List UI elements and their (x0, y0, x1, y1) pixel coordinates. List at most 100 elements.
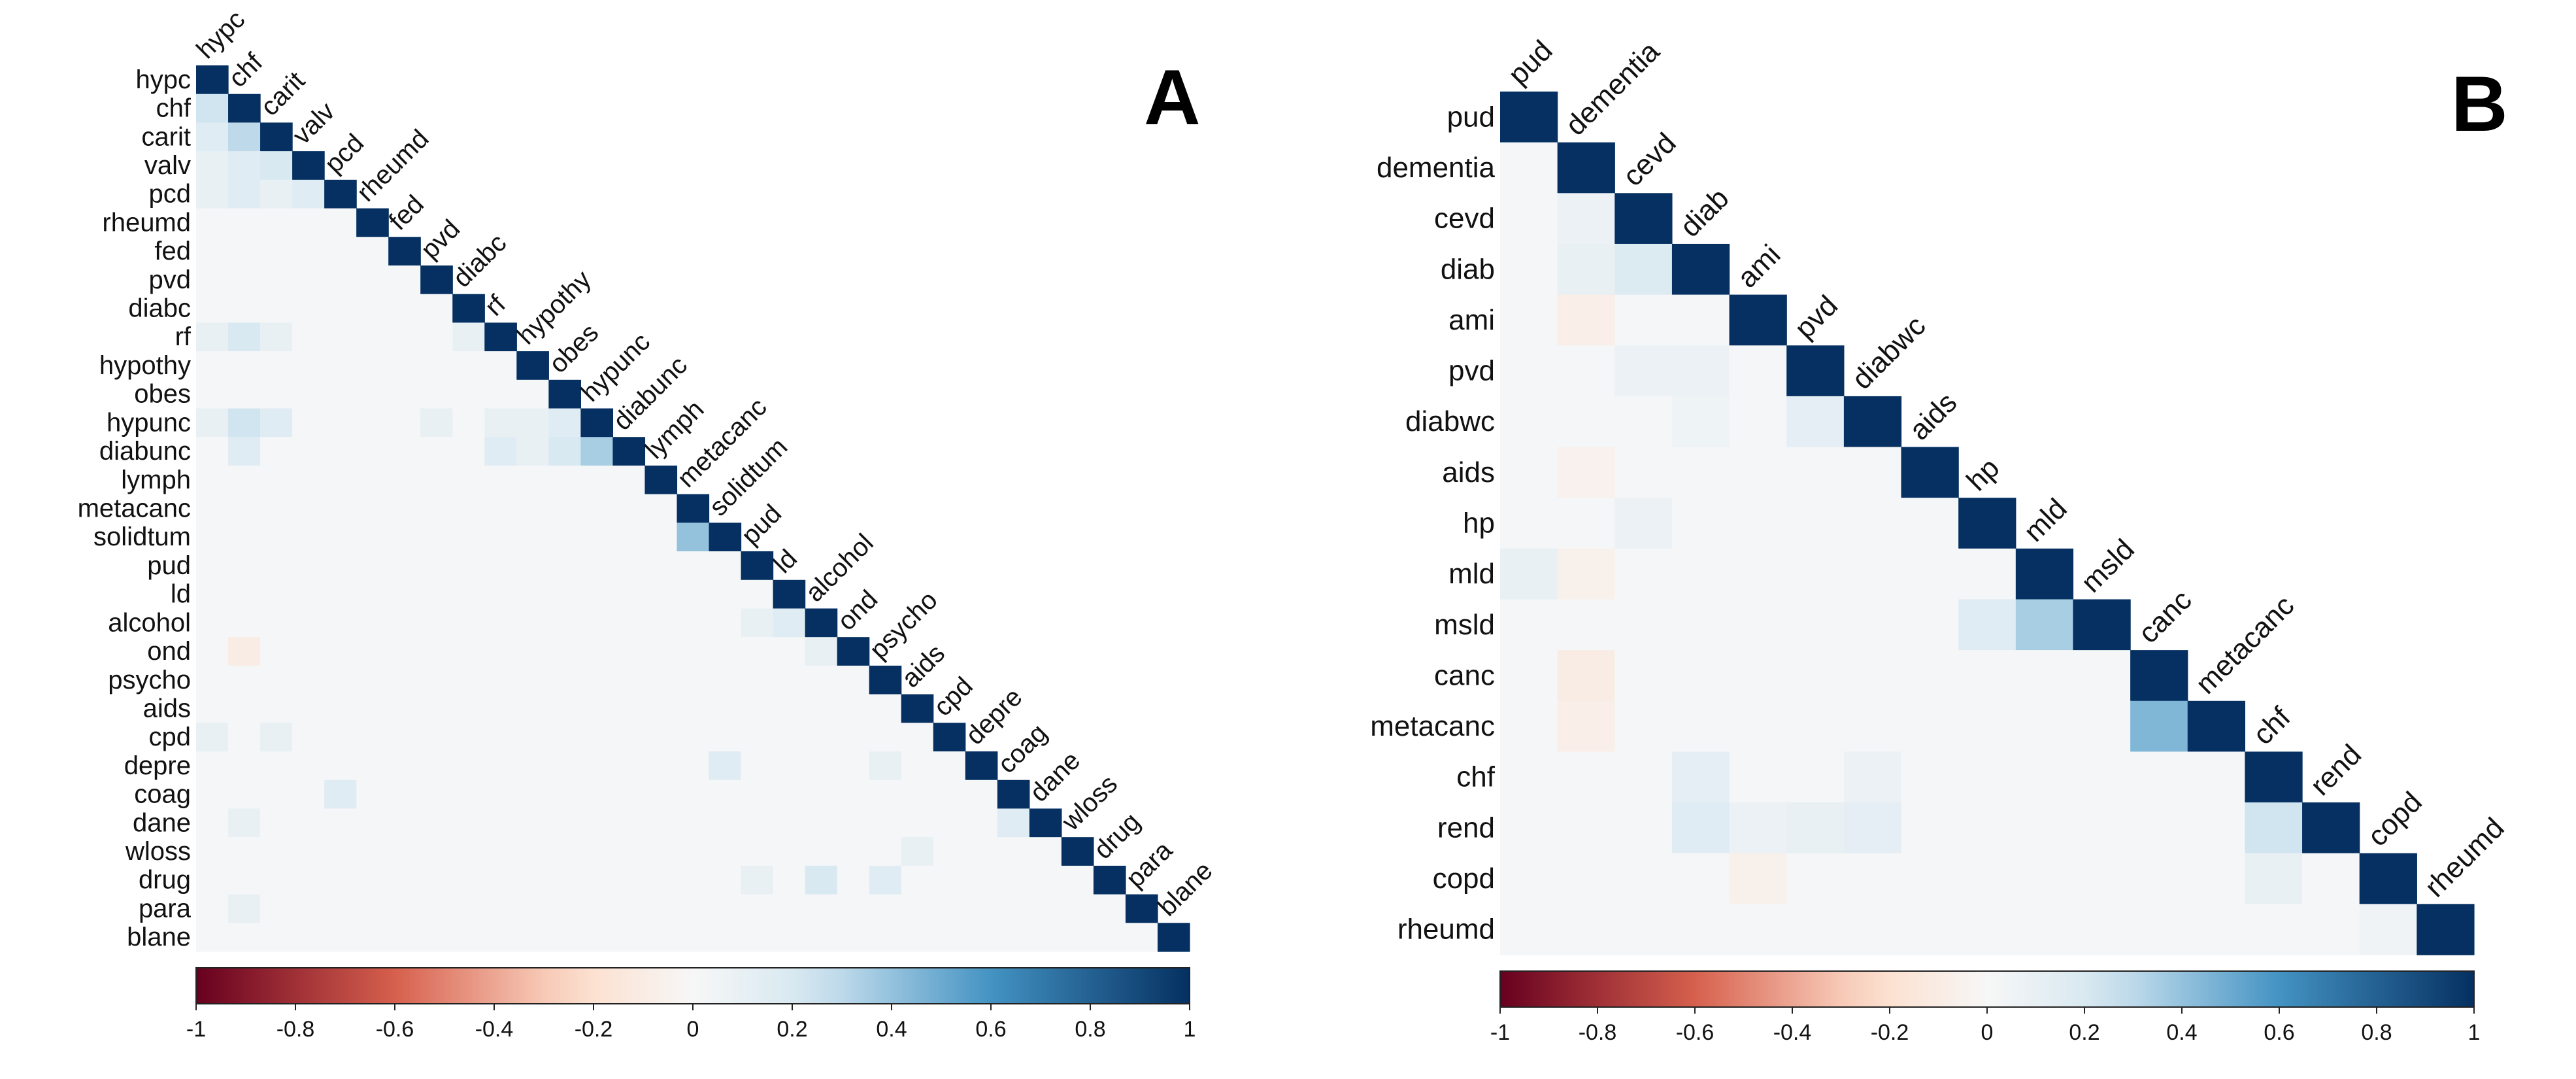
heatmap-cell (292, 694, 325, 723)
column-label: pvd (1788, 289, 1844, 345)
heatmap-cell (2187, 853, 2246, 904)
row-label: carit (141, 122, 191, 151)
row-label: alcohol (108, 608, 191, 637)
heatmap-cell (388, 294, 421, 323)
heatmap-cell (228, 808, 261, 838)
heatmap-cell (420, 837, 453, 866)
heatmap-cell (196, 379, 229, 409)
heatmap-cell (901, 865, 934, 895)
heatmap-cell (1786, 802, 1845, 854)
heatmap-cell (1614, 599, 1673, 651)
heatmap-cell (228, 465, 261, 495)
diagonal-cell (2417, 904, 2475, 955)
heatmap-cell (420, 351, 453, 381)
heatmap-cell (1671, 294, 1730, 346)
heatmap-cell (1843, 751, 1902, 803)
row-label: pvd (149, 265, 192, 294)
heatmap-cell (1843, 802, 1902, 854)
colorbar-tick-label: 0.4 (876, 1017, 907, 1042)
heatmap-cell (1500, 345, 1558, 397)
heatmap-cell (741, 808, 774, 838)
row-label: lymph (121, 466, 191, 494)
heatmap-cell (356, 779, 389, 810)
heatmap-cell (580, 437, 614, 466)
heatmap-cell (2245, 802, 2303, 854)
diagonal-cell (2359, 853, 2417, 904)
heatmap-cell (196, 122, 229, 152)
colorbar-tick-label: 1 (2468, 1020, 2481, 1045)
heatmap-cell (580, 494, 614, 523)
heatmap-cell (420, 494, 453, 523)
heatmap-cell (644, 637, 678, 666)
heatmap-cell (2015, 853, 2074, 904)
heatmap-cell (709, 608, 742, 638)
heatmap-cell (228, 665, 261, 695)
heatmap-cell (516, 408, 549, 437)
row-label: chf (1456, 761, 1495, 793)
heatmap-cell (965, 837, 998, 866)
heatmap-cell (1729, 853, 1787, 904)
row-label: aids (143, 694, 191, 723)
heatmap-cell (1901, 700, 1959, 753)
heatmap-cell (1786, 599, 1845, 651)
heatmap-cell (1557, 396, 1615, 448)
heatmap-cell (1843, 548, 1902, 600)
heatmap-cell (709, 579, 742, 609)
heatmap-cell (1557, 751, 1615, 803)
heatmap-cell (452, 322, 485, 352)
row-label: blane (127, 923, 191, 951)
heatmap-cell (548, 608, 581, 638)
row-label: aids (1442, 456, 1495, 488)
heatmap-cell (484, 694, 517, 723)
heatmap-cell (709, 665, 742, 695)
heatmap-cell (196, 808, 229, 838)
heatmap-cell (869, 751, 902, 781)
heatmap-cell (805, 694, 838, 723)
diagonal-cell (548, 379, 581, 409)
diagonal-cell (677, 494, 710, 523)
heatmap-cell (292, 237, 325, 266)
heatmap-cell (260, 379, 293, 409)
heatmap-cell (644, 894, 678, 923)
heatmap-cell (869, 723, 902, 752)
row-label: metacanc (78, 494, 191, 523)
heatmap-cell (324, 322, 357, 352)
heatmap-cell (228, 551, 261, 581)
heatmap-cell (677, 865, 710, 895)
heatmap-cell (452, 865, 485, 895)
heatmap-cell (709, 551, 742, 581)
diagonal-cell (292, 151, 325, 180)
diagonal-cell (580, 408, 614, 437)
heatmap-cell (228, 237, 261, 266)
heatmap-cell (1786, 650, 1845, 702)
heatmap-cell (356, 551, 389, 581)
row-label: msld (1434, 609, 1495, 641)
heatmap-cell (292, 894, 325, 923)
heatmap-cell (1500, 904, 1558, 955)
heatmap-cell (965, 865, 998, 895)
heatmap-cell (388, 551, 421, 581)
heatmap-cell (260, 894, 293, 923)
heatmap-cell (484, 465, 517, 495)
heatmap-cell (228, 351, 261, 381)
heatmap-cell (324, 694, 357, 723)
heatmap-cell (260, 437, 293, 466)
row-label: copd (1433, 863, 1495, 895)
heatmap-cell (196, 751, 229, 781)
heatmap-cell (677, 723, 710, 752)
row-label: hypc (136, 65, 192, 94)
column-label: hp (1960, 452, 2005, 497)
heatmap-cell (1557, 345, 1615, 397)
heatmap-cell (2130, 700, 2188, 753)
heatmap-cell (1500, 193, 1558, 245)
heatmap-cell (901, 837, 934, 866)
heatmap-cell (805, 751, 838, 781)
heatmap-cell (228, 408, 261, 437)
colorbar (195, 967, 1190, 1004)
heatmap-cell (933, 923, 966, 952)
heatmap-cell (484, 379, 517, 409)
heatmap-cell (709, 808, 742, 838)
heatmap-cell (292, 608, 325, 638)
heatmap-cell (1901, 548, 1959, 600)
heatmap-cell (1671, 498, 1730, 549)
